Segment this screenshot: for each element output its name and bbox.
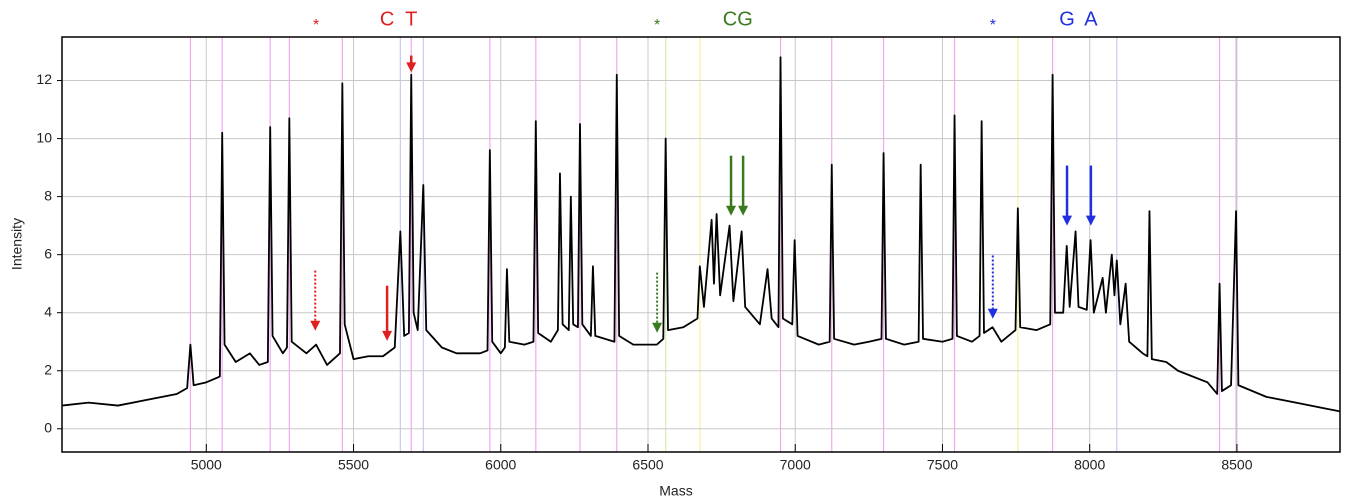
arrow xyxy=(738,155,749,216)
x-tick-label: 7500 xyxy=(927,457,958,473)
arrow-head xyxy=(738,205,749,216)
y-tick-label: 8 xyxy=(44,187,52,203)
x-tick-label: 6500 xyxy=(632,457,663,473)
arrow xyxy=(406,55,417,73)
y-axis-label: Intensity xyxy=(9,218,25,270)
y-tick-label: 0 xyxy=(44,419,52,435)
annotation: T xyxy=(405,8,417,30)
annotation: C xyxy=(380,8,394,30)
y-tick-label: 6 xyxy=(44,245,52,261)
annotation: CG xyxy=(723,8,753,30)
annotation: A xyxy=(1084,8,1098,30)
y-tick-label: 4 xyxy=(44,303,52,319)
annotation: * xyxy=(990,17,996,34)
x-tick-label: 6000 xyxy=(485,457,516,473)
x-axis-label: Mass xyxy=(659,483,692,499)
x-tick-label: 8500 xyxy=(1221,457,1252,473)
annotation: G xyxy=(1059,8,1075,30)
arrow-head xyxy=(382,330,393,341)
y-tick-label: 12 xyxy=(36,71,52,87)
arrow-head xyxy=(310,320,321,331)
x-tick-label: 7000 xyxy=(780,457,811,473)
y-tick-label: 10 xyxy=(36,129,52,145)
arrow-head xyxy=(406,62,417,73)
plot-background xyxy=(62,37,1340,452)
annotation: * xyxy=(654,17,660,34)
plot-layer: 0 2 4 6 8 10 12 5000 5500 6000 6500 7000 7500 8000 850… xyxy=(36,8,1252,472)
y-tick-label: 2 xyxy=(44,361,52,377)
arrow-head xyxy=(1062,215,1073,226)
x-tick-label: 8000 xyxy=(1074,457,1105,473)
arrow-head xyxy=(987,308,998,319)
arrow xyxy=(652,272,663,333)
arrow xyxy=(382,285,393,341)
x-tick-label: 5500 xyxy=(338,457,369,473)
arrow-head xyxy=(652,322,663,333)
arrow xyxy=(310,270,321,331)
arrow xyxy=(726,155,737,216)
plot-frame xyxy=(61,36,1341,453)
arrow xyxy=(1085,165,1096,226)
annotation: * xyxy=(313,17,319,34)
arrow xyxy=(987,255,998,319)
arrow-head xyxy=(1085,215,1096,226)
spectrum-line xyxy=(62,56,1340,413)
x-tick-label: 5000 xyxy=(191,457,222,473)
arrow-head xyxy=(726,205,737,216)
arrow xyxy=(1062,165,1073,226)
